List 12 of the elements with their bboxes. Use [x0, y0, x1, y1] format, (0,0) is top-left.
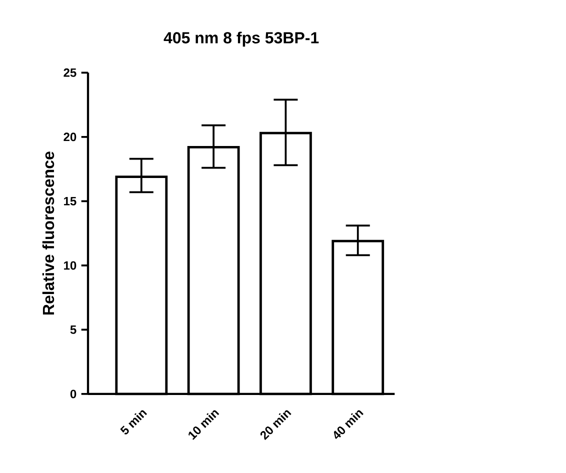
x-tick-label: 10 min	[188, 410, 220, 440]
y-tick-label: 25	[64, 68, 76, 77]
y-tick-label: 10	[64, 261, 76, 270]
y-tick-label: 20	[64, 132, 76, 142]
x-tick-label: 40 min	[334, 410, 364, 440]
x-tick-label: 20 min	[260, 410, 292, 440]
y-tick-label: 0	[70, 390, 76, 398]
y-axis-title: Relative fluorescence	[42, 152, 54, 315]
x-tick-label: 5 min	[120, 410, 148, 434]
y-tick-label: 5	[70, 326, 76, 334]
y-tick-label: 15	[64, 197, 76, 206]
chart-title: 405 nm 8 fps 53BP-1	[164, 32, 319, 47]
